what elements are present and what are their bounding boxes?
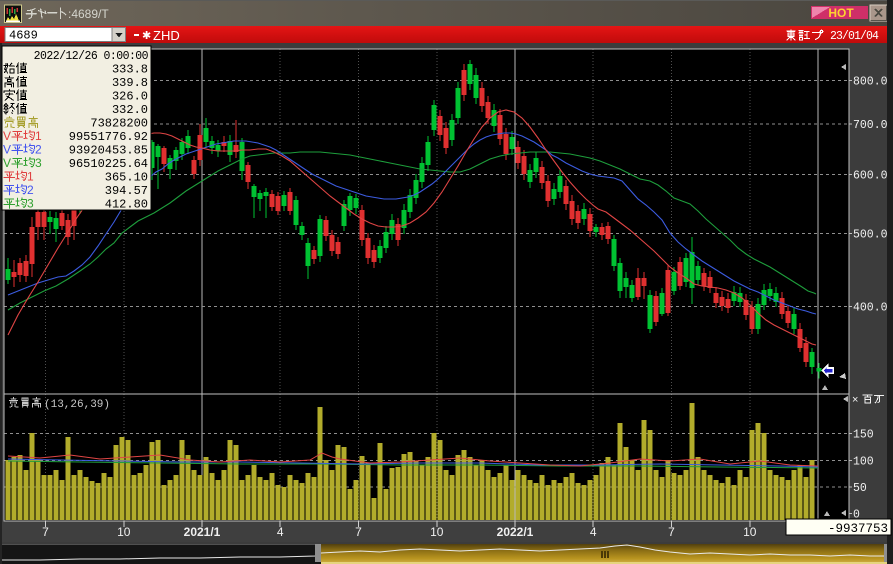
- svg-text:×: ×: [852, 394, 858, 406]
- svg-text:0: 0: [853, 509, 860, 522]
- svg-text:23/01/04: 23/01/04: [830, 30, 879, 43]
- svg-text:2022/12/26 0:00:00: 2022/12/26 0:00:00: [34, 50, 149, 63]
- svg-text:93920453.85: 93920453.85: [69, 144, 148, 158]
- svg-text:V: V: [3, 143, 11, 157]
- svg-text:(13,26,39): (13,26,39): [44, 399, 110, 411]
- svg-text:2021/1: 2021/1: [184, 525, 221, 539]
- svg-text:3: 3: [27, 197, 34, 211]
- svg-text:339.8: 339.8: [112, 76, 148, 90]
- svg-text:365.10: 365.10: [105, 171, 148, 185]
- svg-text:4: 4: [590, 525, 597, 539]
- svg-text:7: 7: [355, 525, 362, 539]
- svg-text:394.57: 394.57: [105, 184, 148, 198]
- svg-text:V: V: [3, 129, 11, 143]
- svg-text:96510225.64: 96510225.64: [69, 157, 148, 171]
- svg-text:2: 2: [27, 183, 34, 197]
- svg-text:4: 4: [277, 525, 284, 539]
- svg-text:2: 2: [35, 143, 42, 157]
- svg-text:V: V: [3, 156, 11, 170]
- svg-text:ZHD: ZHD: [153, 28, 180, 43]
- svg-text:412.80: 412.80: [105, 198, 148, 212]
- svg-text:3: 3: [35, 156, 42, 170]
- svg-text:99551776.92: 99551776.92: [69, 130, 148, 144]
- svg-text:10: 10: [117, 525, 131, 539]
- svg-text:7: 7: [42, 525, 49, 539]
- svg-text:600.0: 600.0: [853, 169, 888, 182]
- svg-text:4689: 4689: [9, 29, 38, 43]
- svg-text:HOT: HOT: [828, 6, 854, 20]
- svg-text:1: 1: [27, 170, 34, 184]
- svg-text:10: 10: [430, 525, 444, 539]
- svg-text:2022/1: 2022/1: [497, 525, 534, 539]
- svg-text:10: 10: [743, 525, 757, 539]
- svg-text:100: 100: [853, 455, 874, 468]
- svg-text:150: 150: [853, 429, 874, 442]
- svg-text:800.0: 800.0: [853, 76, 888, 89]
- svg-text:333.8: 333.8: [112, 63, 148, 77]
- svg-text:326.0: 326.0: [112, 90, 148, 104]
- svg-text:✱: ✱: [142, 30, 151, 42]
- svg-text:73828200: 73828200: [90, 117, 148, 131]
- svg-text:1: 1: [35, 129, 42, 143]
- svg-text:332.0: 332.0: [112, 103, 148, 117]
- svg-text:-9937753: -9937753: [828, 522, 888, 536]
- svg-text::4689/T: :4689/T: [68, 7, 109, 21]
- svg-text:500.0: 500.0: [853, 229, 888, 242]
- svg-text:7: 7: [668, 525, 675, 539]
- svg-text:700.0: 700.0: [853, 119, 888, 132]
- svg-text:400.0: 400.0: [853, 301, 888, 314]
- svg-text:50: 50: [853, 482, 867, 495]
